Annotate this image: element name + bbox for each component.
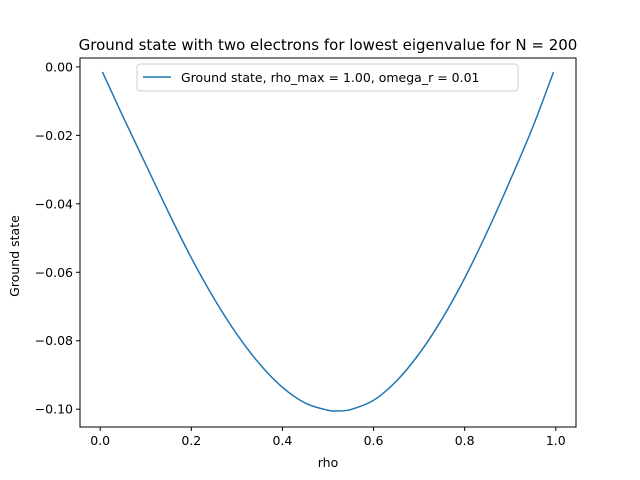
y-tick-label: −0.06 [35,265,73,280]
x-tick-label: 0.6 [364,433,384,448]
legend: Ground state, rho_max = 1.00, omega_r = … [136,63,519,92]
legend-entry-label: Ground state, rho_max = 1.00, omega_r = … [181,70,480,85]
y-axis-ticks: 0.00 −0.02 −0.04 −0.06 −0.08 −0.10 [35,59,80,417]
x-axis-label: rho [318,455,339,470]
y-tick-label: −0.10 [35,402,73,417]
y-tick-label: −0.08 [35,333,73,348]
x-tick-label: 0.0 [90,433,110,448]
plot-frame [79,57,577,428]
y-tick-label: −0.02 [35,128,73,143]
y-tick-label: −0.04 [35,196,73,211]
x-tick-label: 0.8 [455,433,475,448]
y-tick-label: 0.00 [45,59,73,74]
series-layer [101,71,555,412]
x-tick-label: 1.0 [546,433,566,448]
series-line-ground-state [101,71,555,412]
chart-title: Ground state with two electrons for lowe… [79,36,578,54]
x-tick-label: 0.4 [272,433,292,448]
legend-box [136,63,519,92]
y-axis-label: Ground state [7,215,22,297]
x-axis-ticks: 0.0 0.2 0.4 0.6 0.8 1.0 [90,427,566,448]
x-tick-label: 0.2 [181,433,201,448]
